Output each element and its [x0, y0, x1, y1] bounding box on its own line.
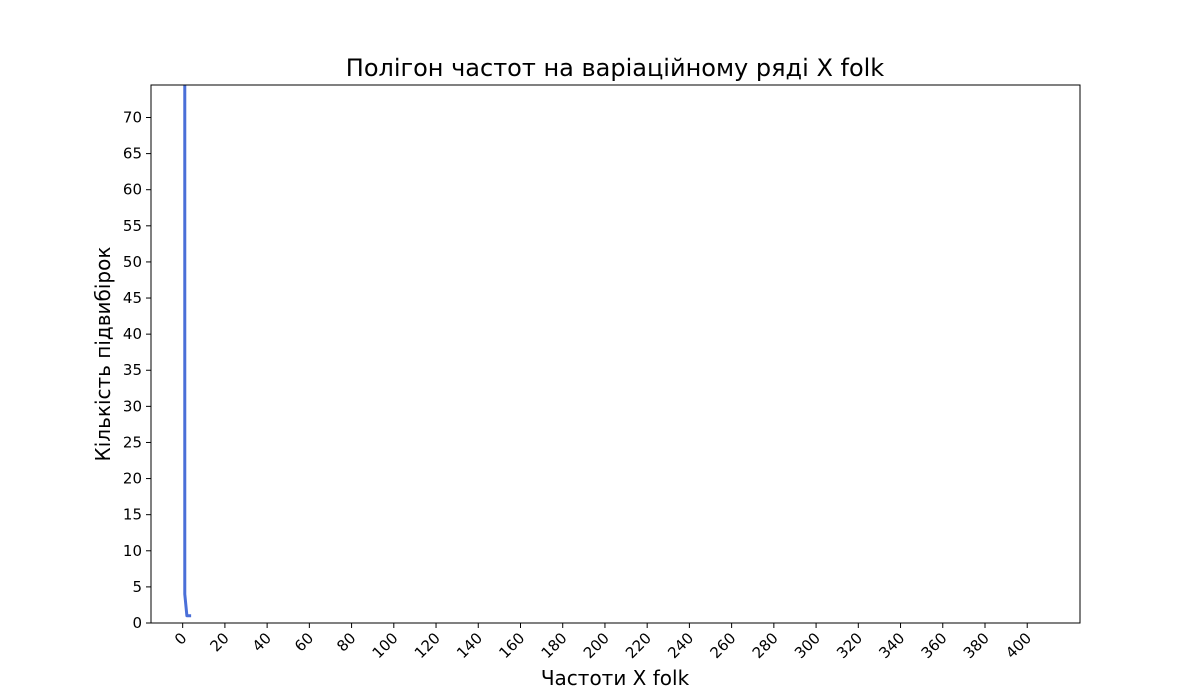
- y-tick-label: 5: [132, 578, 142, 596]
- y-axis: 0 5 10 15 20 25 30 35 40 45 50 55 60 65 70: [123, 108, 151, 632]
- x-tick-label: 260: [706, 629, 739, 662]
- x-tick-label: 360: [918, 629, 951, 662]
- x-tick-label: 0: [171, 629, 190, 648]
- x-tick-label: 220: [622, 629, 655, 662]
- y-tick-label: 30: [123, 397, 142, 415]
- x-tick-label: 400: [1002, 629, 1035, 662]
- y-tick-label: 40: [123, 325, 142, 343]
- x-tick-label: 140: [453, 629, 486, 662]
- y-tick-label: 20: [123, 470, 142, 488]
- y-tick-label: 70: [123, 108, 142, 126]
- y-tick-label: 55: [123, 217, 142, 235]
- y-tick-label: 15: [123, 506, 142, 524]
- y-tick-label: 45: [123, 289, 142, 307]
- y-tick-label: 35: [123, 361, 142, 379]
- x-tick-label: 240: [664, 629, 697, 662]
- plot-area: [150, 84, 1081, 624]
- y-tick-label: 0: [132, 614, 142, 632]
- x-tick-label: 200: [580, 629, 613, 662]
- x-tick-label: 20: [206, 629, 232, 655]
- x-tick-label: 300: [791, 629, 824, 662]
- y-tick-label: 60: [123, 181, 142, 199]
- x-tick-label: 120: [411, 629, 444, 662]
- y-axis-label: Кількість підвибірок: [91, 247, 115, 462]
- x-tick-label: 80: [333, 629, 359, 655]
- x-tick-label: 100: [369, 629, 402, 662]
- y-tick-label: 65: [123, 145, 142, 163]
- x-tick-label: 380: [960, 629, 993, 662]
- x-tick-label: 60: [291, 629, 317, 655]
- chart-title: Полігон частот на варіаційному ряді X fo…: [346, 54, 885, 82]
- y-tick-label: 10: [123, 542, 142, 560]
- y-tick-label: 25: [123, 433, 142, 451]
- x-tick-label: 40: [249, 629, 275, 655]
- y-tick-label: 50: [123, 253, 142, 271]
- plot-frame: [150, 84, 1081, 624]
- x-tick-label: 160: [495, 629, 528, 662]
- x-tick-label: 180: [538, 629, 571, 662]
- x-tick-label: 280: [749, 629, 782, 662]
- series-line: [183, 85, 192, 618]
- x-axis: 0 20 40 60 80 100 120 140 160 180 200 220 240 260 280 3…: [171, 623, 1035, 662]
- x-tick-label: 320: [833, 629, 866, 662]
- x-tick-label: 340: [875, 629, 908, 662]
- x-axis-label: Частоти X folk: [541, 666, 690, 690]
